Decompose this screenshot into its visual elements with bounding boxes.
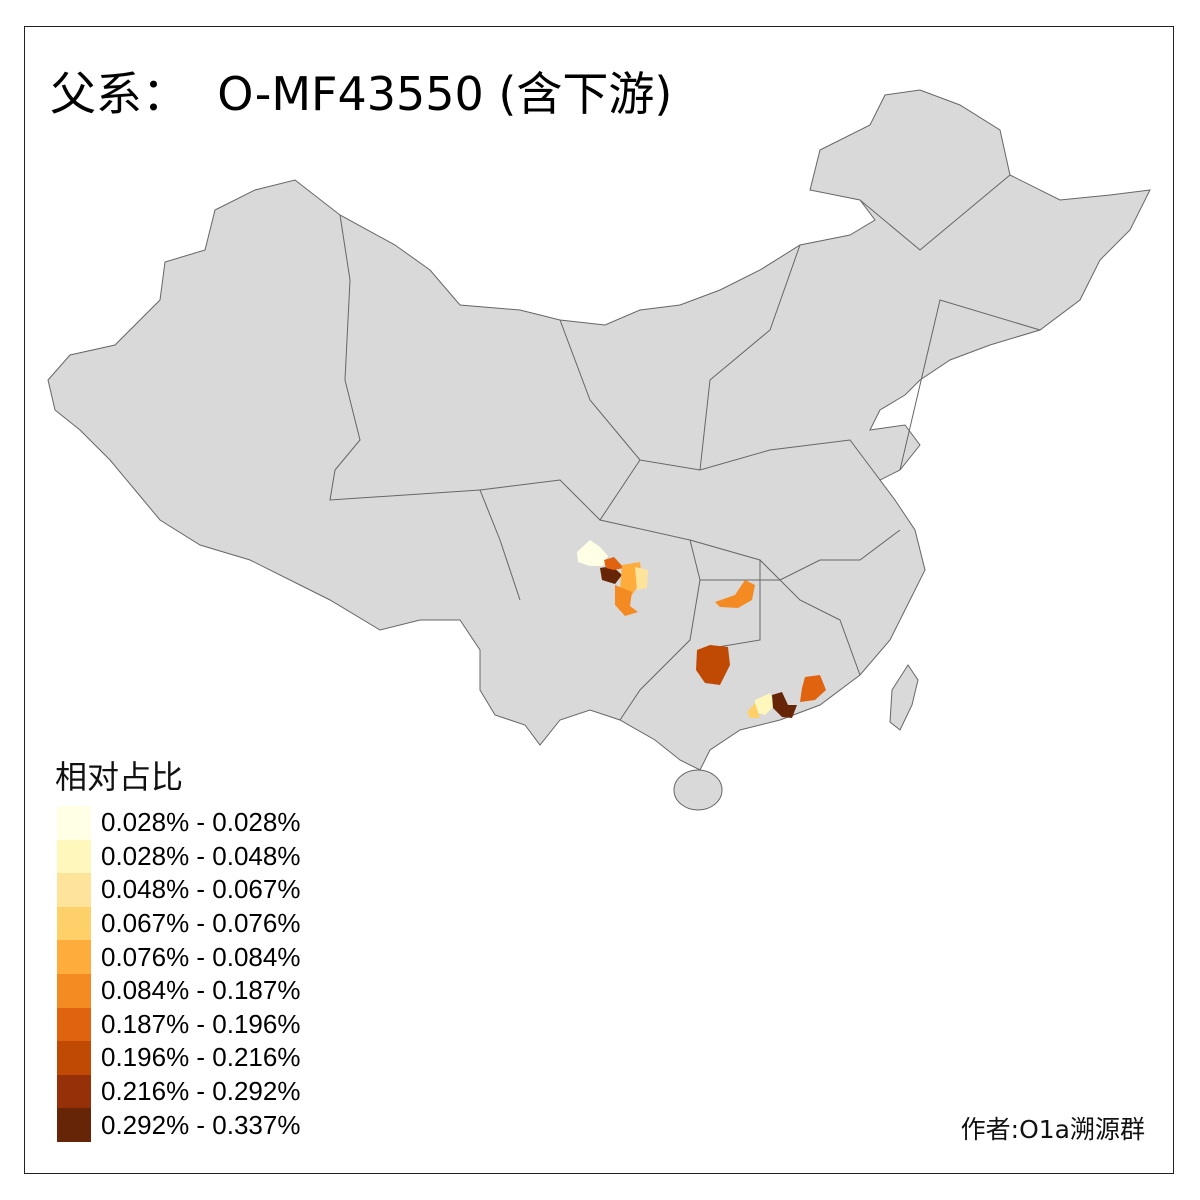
region-class-4: [747, 703, 760, 718]
hainan-island: [673, 769, 723, 811]
legend-swatch: [57, 1007, 91, 1042]
legend-item: 0.067% - 0.076%: [57, 906, 301, 941]
legend-swatch: [57, 906, 91, 941]
region-class-7: [800, 675, 826, 702]
province-borders: [329, 174, 1041, 721]
region-class-2: [755, 693, 775, 715]
china-mainland: [47, 89, 1151, 771]
legend-label: 0.028% - 0.028%: [101, 807, 301, 838]
legend-swatch: [57, 973, 91, 1008]
legend-label: 0.028% - 0.048%: [101, 840, 301, 871]
legend-label: 0.292% - 0.337%: [101, 1109, 301, 1140]
legend-item: 0.292% - 0.337%: [57, 1108, 300, 1142]
legend-label: 0.048% - 0.067%: [101, 874, 301, 905]
legend-swatch: [57, 1041, 91, 1075]
region-class-1: [577, 540, 608, 566]
legend-item: 0.076% - 0.084%: [57, 940, 300, 974]
region-class-6: [715, 580, 755, 608]
legend-swatch: [57, 1074, 91, 1109]
map-title: 父系： O-MF43550 (含下游): [50, 67, 673, 121]
legend-item: 0.028% - 0.048%: [57, 839, 301, 874]
region-class-7: [604, 557, 624, 570]
legend-item: 0.048% - 0.067%: [57, 873, 300, 907]
author-credit: 作者:O1a溯源群: [960, 1115, 1145, 1144]
region-class-10: [772, 692, 797, 718]
legend-label: 0.216% - 0.292%: [101, 1076, 301, 1107]
region-class-6: [615, 585, 638, 616]
legend-label: 0.084% - 0.187%: [101, 975, 301, 1006]
legend-item: 0.216% - 0.292%: [57, 1074, 301, 1109]
legend-item: 0.028% - 0.028%: [57, 806, 300, 840]
legend-label: 0.076% - 0.084%: [101, 941, 301, 972]
legend-swatch: [57, 806, 91, 840]
legend: 0.028% - 0.028% 0.028% - 0.048% 0.048% - 0…: [57, 806, 300, 1142]
legend-swatch: [57, 1108, 91, 1142]
legend-title: 相对占比: [55, 758, 184, 796]
legend-swatch: [57, 873, 91, 907]
legend-swatch: [57, 940, 91, 974]
legend-item: 0.084% - 0.187%: [57, 973, 301, 1008]
legend-label: 0.196% - 0.216%: [101, 1042, 301, 1073]
region-class-10: [600, 566, 622, 584]
legend-item: 0.187% - 0.196%: [57, 1007, 301, 1042]
legend-label: 0.067% - 0.076%: [101, 908, 301, 939]
region-class-3: [635, 567, 648, 590]
legend-item: 0.196% - 0.216%: [57, 1041, 300, 1075]
legend-swatch: [57, 839, 91, 874]
frame-border: [24, 26, 1174, 1174]
region-class-8: [696, 645, 730, 685]
legend-label: 0.187% - 0.196%: [101, 1008, 301, 1039]
highlighted-regions: [577, 540, 826, 718]
taiwan-island: [889, 664, 919, 731]
